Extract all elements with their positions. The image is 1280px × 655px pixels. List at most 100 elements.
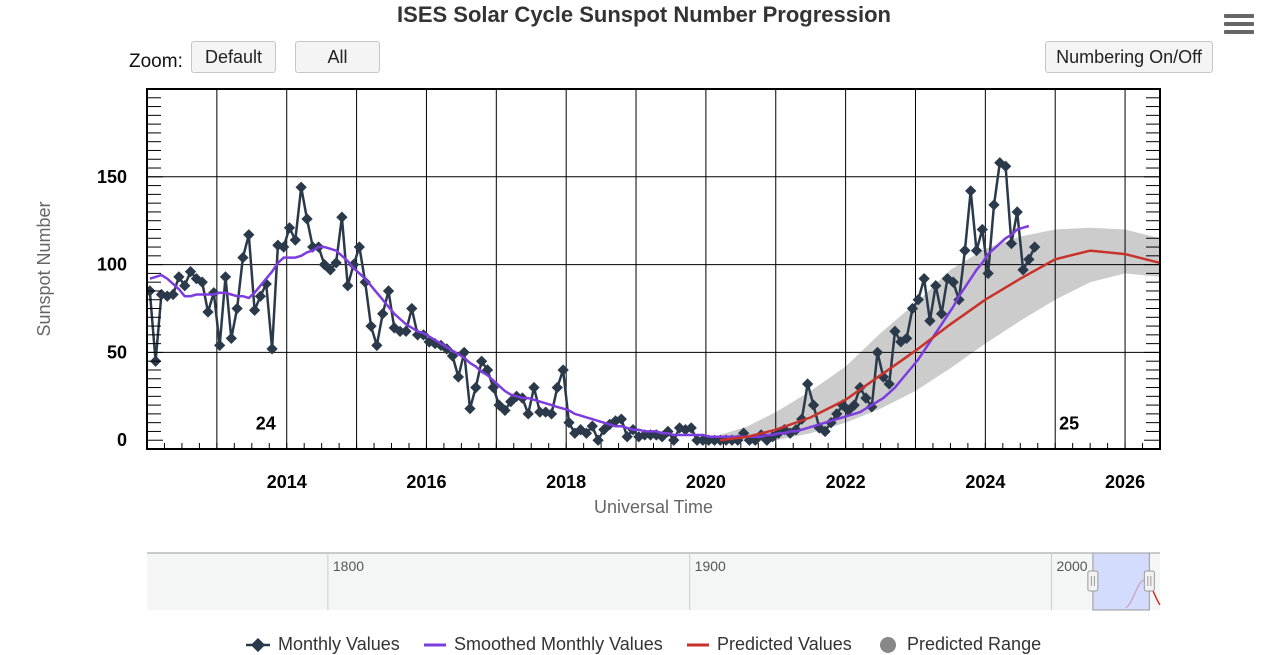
monthly-value-point [1017, 264, 1029, 276]
numbering-toggle-button[interactable]: Numbering On/Off [1045, 41, 1213, 73]
monthly-value-point [301, 213, 313, 225]
monthly-value-point [324, 264, 336, 276]
monthly-value-point [551, 381, 563, 394]
y-tick-label: 50 [107, 342, 127, 362]
monthly-value-point [336, 211, 348, 223]
cycle-label: 25 [1059, 413, 1079, 433]
monthly-value-point [528, 381, 540, 394]
monthly-value-point [959, 244, 971, 257]
monthly-value-point [353, 241, 366, 253]
smoothed-monthly-line [149, 224, 1030, 438]
monthly-value-point [965, 185, 977, 197]
monthly-value-point [947, 276, 959, 288]
monthly-value-point [377, 308, 389, 320]
monthly-value-point [382, 285, 395, 297]
monthly-value-point [1023, 253, 1035, 265]
series-layer [147, 157, 1160, 446]
monthly-value-point [906, 302, 919, 315]
navigator-background [147, 553, 1160, 610]
monthly-value-point [522, 408, 534, 420]
legend-item-predicted[interactable]: Predicted Values [687, 634, 852, 655]
monthly-value-point [871, 346, 884, 359]
monthly-value-point [283, 222, 296, 234]
monthly-value-point [359, 276, 371, 288]
legend: Monthly Values Smoothed Monthly Values P… [0, 634, 1280, 654]
monthly-value-point [691, 434, 703, 446]
navigator[interactable]: 1800 1900 2000 [147, 552, 1161, 611]
monthly-value-point [918, 273, 930, 285]
monthly-value-point [621, 431, 633, 443]
monthly-value-point [586, 420, 598, 432]
monthly-value-point [831, 408, 843, 420]
monthly-value-point [499, 404, 511, 417]
monthly-value-point [342, 280, 354, 292]
monthly-value-point [243, 229, 255, 241]
monthly-value-point [924, 315, 936, 327]
monthly-value-point [202, 306, 214, 318]
axes-layer: 0 50 100 150 2014 2016 2018 2020 2022 2024 2026 Uni… [34, 88, 1161, 517]
monthly-value-point [406, 302, 418, 315]
monthly-value-point [1005, 237, 1018, 250]
monthly-value-point [184, 266, 197, 278]
monthly-value-point [237, 251, 249, 264]
predicted-range-band [719, 227, 1160, 441]
monthly-value-point [470, 381, 482, 394]
monthly-value-point [848, 399, 860, 411]
navigator-handle-icon [1143, 570, 1155, 592]
legend-label: Predicted Values [717, 634, 852, 654]
monthly-value-point [685, 422, 697, 434]
monthly-value-point [860, 392, 872, 404]
monthly-values-line [148, 160, 1036, 444]
predicted-range-layer [719, 227, 1160, 441]
navigator-handle-icon [1087, 570, 1099, 592]
monthly-value-point [976, 223, 988, 236]
monthly-value-point [254, 290, 267, 302]
monthly-value-point [580, 427, 593, 439]
monthly-value-point [475, 355, 488, 367]
predicted-line-icon [687, 643, 709, 646]
monthly-value-point [219, 271, 232, 283]
monthly-line-marker-icon [246, 637, 270, 652]
chart-title: ISES Solar Cycle Sunspot Number Progress… [397, 2, 891, 27]
legend-label: Predicted Range [907, 634, 1042, 654]
x-axis-title: Universal Time [594, 497, 713, 517]
monthly-value-point [394, 325, 406, 338]
monthly-value-point [365, 320, 377, 332]
zoom-default-button[interactable]: Default [191, 41, 276, 73]
monthly-value-point [225, 332, 237, 345]
monthly-value-point [248, 304, 261, 316]
zoom-all-button[interactable]: All [295, 41, 380, 73]
x-tick-label: 2018 [546, 472, 586, 492]
monthly-value-point [295, 181, 307, 193]
monthly-value-point [801, 378, 814, 390]
grid-layer [147, 89, 1160, 449]
navigator-selection [1092, 552, 1150, 611]
legend-item-range[interactable]: Predicted Range [879, 634, 1041, 655]
legend-label: Monthly Values [278, 634, 400, 654]
monthly-value-point [452, 371, 465, 383]
monthly-value-point [900, 332, 913, 345]
monthly-value-point [592, 434, 604, 446]
y-axis-title: Sunspot Number [34, 201, 54, 336]
cycle-label: 24 [256, 413, 276, 433]
legend-item-monthly[interactable]: Monthly Values [246, 634, 400, 655]
hamburger-menu-icon[interactable] [1224, 14, 1254, 38]
x-tick-label: 2024 [965, 472, 1005, 492]
monthly-value-point [330, 257, 342, 269]
y-tick-label: 100 [97, 255, 127, 275]
x-tick-label: 2022 [826, 472, 866, 492]
zoom-label: Zoom: [129, 51, 183, 72]
monthly-value-point [883, 378, 895, 390]
monthly-value-point [289, 234, 301, 246]
chart-canvas: 0 50 100 150 2014 2016 2018 2020 2022 2024 2026 Uni… [34, 88, 1161, 611]
monthly-value-point [167, 288, 179, 301]
monthly-value-point [464, 402, 476, 415]
legend-label: Smoothed Monthly Values [454, 634, 663, 654]
monthly-value-point [173, 271, 185, 283]
predicted-values-line [719, 249, 1160, 442]
monthly-value-point [347, 258, 360, 271]
legend-item-smoothed[interactable]: Smoothed Monthly Values [424, 634, 663, 655]
x-tick-label: 2014 [267, 472, 307, 492]
monthly-value-point [231, 302, 243, 315]
monthly-value-point [400, 325, 412, 337]
